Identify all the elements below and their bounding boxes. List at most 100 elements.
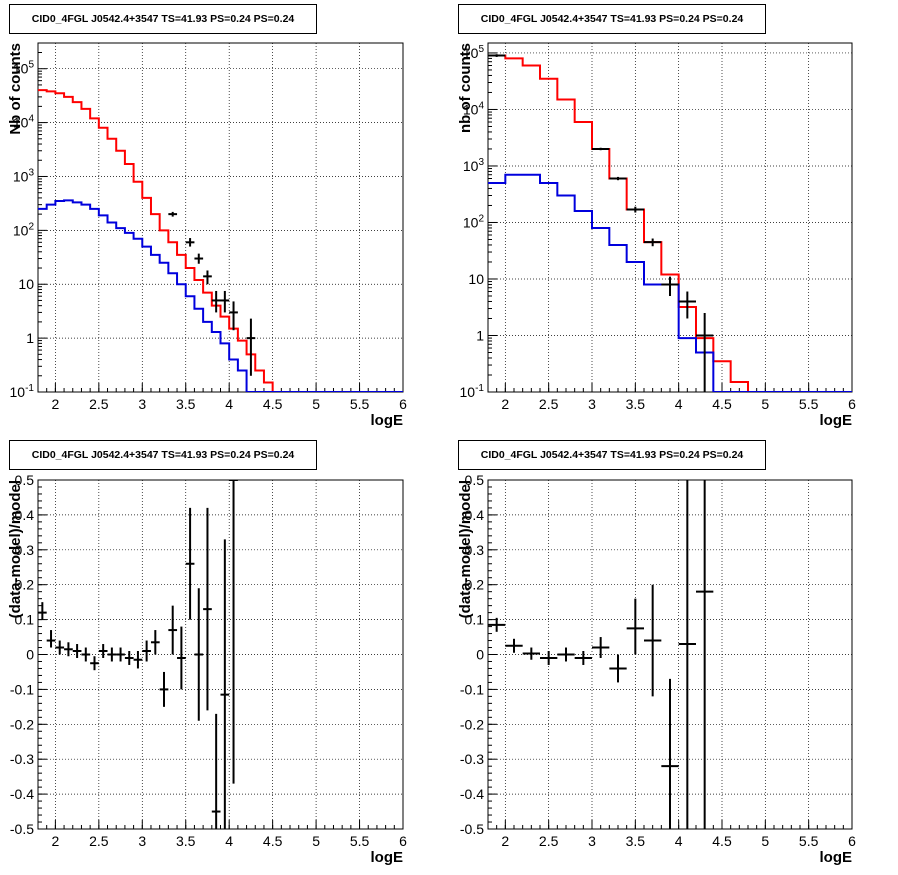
data-point	[194, 588, 204, 721]
x-tick-label: 3	[588, 396, 596, 412]
data-point	[220, 539, 230, 829]
plot-area	[38, 480, 238, 829]
data-point	[211, 713, 221, 829]
data-point	[203, 270, 212, 285]
y-tick-label: 10	[468, 271, 484, 287]
data-point	[609, 654, 627, 683]
x-tick-label: 3	[138, 833, 146, 849]
x-axis-label: logE	[820, 412, 853, 429]
y-axis-label: (data-model)/model	[457, 480, 474, 618]
x-tick-label: 3.5	[626, 396, 646, 412]
x-tick-label: 3.5	[626, 833, 646, 849]
data-point	[177, 626, 186, 690]
data-point	[203, 507, 212, 711]
plot-area	[488, 480, 714, 829]
counts-histogram-panel-left: 2 2.5 3 3.5 4 4.5 5 5.5 610-1110102103104105logE…	[7, 42, 407, 429]
x-tick-label: 2.5	[89, 833, 109, 849]
data-point	[124, 651, 134, 665]
data-point	[592, 637, 610, 658]
x-tick-label: 3	[588, 833, 596, 849]
data-point	[194, 253, 204, 264]
histogram-series-0	[38, 89, 403, 392]
y-tick-label: 0.4	[15, 507, 35, 523]
y-tick-label: 0.1	[465, 612, 485, 628]
x-tick-label: 4	[675, 833, 683, 849]
x-tick-label: 5	[312, 396, 320, 412]
x-tick-label: 2.5	[539, 833, 559, 849]
y-axis-label: Nb of counts	[7, 43, 24, 135]
histogram-series-1	[38, 199, 403, 392]
y-tick-label: 0	[26, 647, 34, 663]
data-point	[229, 480, 238, 784]
x-tick-label: 3.5	[176, 396, 196, 412]
x-tick-label: 2	[51, 833, 59, 849]
data-point	[64, 642, 73, 657]
x-tick-label: 4	[225, 833, 233, 849]
x-tick-label: 4.5	[712, 396, 732, 412]
y-tick-label: -0.1	[460, 681, 484, 697]
y-tick-label: 10	[18, 276, 34, 292]
data-point	[98, 644, 108, 658]
plot-area	[38, 89, 403, 392]
data-point	[229, 301, 238, 331]
data-point	[159, 671, 169, 707]
y-tick-label: -0.4	[10, 786, 34, 802]
x-tick-label: 2.5	[539, 396, 559, 412]
data-point	[644, 238, 662, 247]
data-point	[574, 651, 592, 665]
data-point	[220, 290, 230, 313]
data-point	[592, 147, 610, 151]
data-point	[609, 176, 627, 181]
y-tick-label: 0.3	[15, 542, 35, 558]
x-tick-label: 2	[501, 833, 509, 849]
x-tick-label: 4	[675, 396, 683, 412]
x-tick-label: 6	[848, 833, 856, 849]
y-tick-label: 1	[26, 330, 34, 346]
data-point	[72, 644, 82, 658]
data-point	[81, 647, 91, 662]
data-point	[211, 290, 221, 313]
x-tick-label: 5.5	[799, 396, 819, 412]
data-point	[150, 630, 160, 655]
data-point	[557, 647, 575, 662]
data-point	[696, 313, 714, 392]
x-tick-label: 6	[399, 833, 407, 849]
data-point	[678, 480, 696, 829]
data-point	[540, 651, 558, 665]
data-point	[55, 640, 65, 655]
y-tick-label: 0.5	[465, 472, 485, 488]
data-point	[522, 647, 540, 660]
y-tick-label: 0.2	[15, 577, 35, 593]
x-tick-label: 2	[51, 396, 59, 412]
y-tick-label: 1	[476, 327, 484, 343]
data-point	[90, 656, 99, 671]
x-tick-label: 5.5	[799, 833, 819, 849]
data-point	[133, 651, 143, 669]
data-point	[142, 640, 151, 662]
data-point	[246, 318, 256, 376]
counts-histogram-panel-right: 2 2.5 3 3.5 4 4.5 5 5.5 610-1110102103104105logE…	[457, 42, 856, 429]
data-point	[661, 276, 679, 296]
y-tick-label: -0.5	[10, 821, 34, 837]
data-point	[488, 54, 506, 57]
data-point	[46, 630, 56, 648]
x-tick-label: 5.5	[350, 833, 370, 849]
data-point	[488, 617, 506, 632]
x-tick-label: 6	[399, 396, 407, 412]
x-tick-label: 5	[761, 396, 769, 412]
data-point	[168, 605, 178, 655]
x-tick-label: 3	[138, 396, 146, 412]
residual-panel-right: 2 2.5 3 3.5 4 4.5 5 5.5 6 -0.5 -0.4 -0.3 -0.2 -0.1 0 0.…	[457, 472, 856, 866]
y-tick-label: 0	[476, 647, 484, 663]
data-point	[168, 211, 178, 217]
data-point	[644, 584, 662, 697]
histogram-series-1	[488, 173, 852, 392]
residual-panel-left: 2 2.5 3 3.5 4 4.5 5 5.5 6 -0.5 -0.4 -0.3 -0.2 -0.1 0 0.…	[7, 472, 407, 866]
x-tick-label: 5.5	[350, 396, 370, 412]
y-tick-label: 0.3	[465, 542, 485, 558]
chart-title: CID0_4FGL J0542.4+3547 TS=41.93 PS=0.24 …	[458, 440, 766, 470]
chart-title: CID0_4FGL J0542.4+3547 TS=41.93 PS=0.24 …	[9, 4, 317, 34]
y-axis-label: (data-model)/model	[7, 480, 24, 618]
y-tick-label: -0.3	[10, 751, 34, 767]
